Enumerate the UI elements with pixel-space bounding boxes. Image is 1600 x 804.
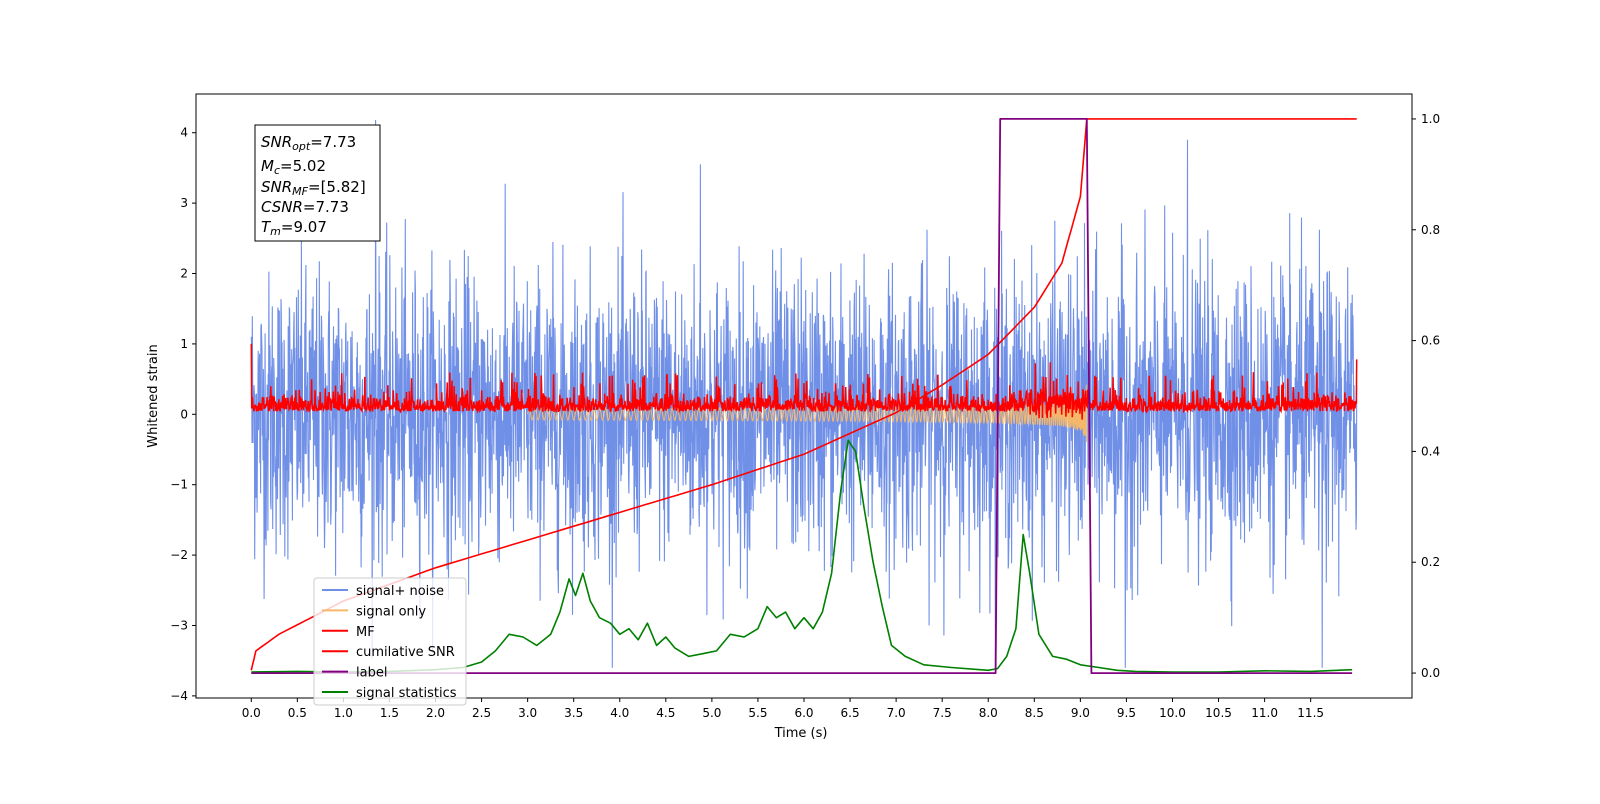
x-tick-label: 3.0 (518, 706, 537, 720)
y-tick-label-right: 0.0 (1421, 666, 1440, 680)
x-tick-label: 7.5 (933, 706, 952, 720)
x-tick-label: 5.5 (748, 706, 767, 720)
series-label (251, 118, 1353, 674)
y-axis-right: 1.0 0.8 0.6 0.4 0.2 0.0 (1412, 112, 1440, 680)
y-tick-label-left: 4 (180, 126, 188, 140)
legend-label: signal statistics (356, 686, 457, 701)
x-tick-label: 3.5 (564, 706, 583, 720)
info-snr-opt: SNRopt=7.73 (261, 133, 356, 153)
info-csnr: CSNR=7.73 (261, 198, 349, 216)
y-tick-label-right: 0.2 (1421, 555, 1440, 569)
y-axis-left: 4 3 2 1 0 −1 −2 −3 −4 (170, 126, 196, 703)
series-signal-only (527, 384, 1087, 443)
x-tick-label: 7.0 (887, 706, 906, 720)
x-tick-label: 8.5 (1025, 706, 1044, 720)
y-axis-label: Whitened strain (146, 344, 161, 447)
series-mf (250, 343, 1358, 420)
y-tick-label-left: −2 (170, 548, 188, 562)
x-tick-label: 1.5 (380, 706, 399, 720)
x-tick-label: 10.0 (1159, 706, 1186, 720)
x-tick-label: 6.5 (841, 706, 860, 720)
y-tick-label-left: 0 (180, 407, 188, 421)
y-tick-label-left: −1 (170, 478, 188, 492)
legend-label: cumilative SNR (356, 645, 455, 660)
info-box: SNRopt=7.73 Mc=5.02 SNRMF=[5.82] CSNR=7.… (254, 124, 381, 242)
x-tick-label: 6.0 (794, 706, 813, 720)
legend-label: signal only (356, 604, 426, 619)
x-tick-label: 4.0 (610, 706, 629, 720)
y-tick-label-right: 0.6 (1421, 334, 1440, 348)
x-tick-label: 9.0 (1071, 706, 1090, 720)
x-tick-label: 1.0 (334, 706, 353, 720)
y-tick-label-left: 3 (180, 196, 188, 210)
x-tick-label: 2.5 (472, 706, 491, 720)
x-tick-label: 5.0 (702, 706, 721, 720)
y-tick-label-right: 1.0 (1421, 112, 1440, 126)
legend-label: signal+ noise (356, 584, 444, 599)
x-tick-label: 0.0 (242, 706, 261, 720)
legend-label: MF (356, 625, 375, 640)
legend-frame (313, 577, 467, 706)
legend: signal+ noise signal only MF cumilative SNR… (313, 577, 467, 706)
info-box-frame (254, 124, 381, 242)
info-tm: Tm=9.07 (261, 218, 327, 238)
series-signal-statistics (251, 439, 1353, 673)
y-tick-label-left: −4 (170, 689, 188, 703)
y-tick-label-left: 2 (180, 267, 188, 281)
x-tick-label: 0.5 (288, 706, 307, 720)
y-tick-label-left: 1 (180, 337, 188, 351)
legend-label: label (356, 666, 387, 681)
y-tick-label-right: 0.8 (1421, 223, 1440, 237)
x-tick-label: 11.5 (1297, 706, 1324, 720)
x-axis: 0.0 0.5 1.0 1.5 2.0 2.5 3.0 3.5 4.0 4.5 5.0 5.5 6.0 6… (242, 698, 1324, 720)
x-tick-label: 11.0 (1251, 706, 1278, 720)
x-tick-label: 4.5 (656, 706, 675, 720)
x-tick-label: 10.5 (1205, 706, 1232, 720)
info-mc: Mc=5.02 (261, 157, 326, 177)
x-tick-label: 2.0 (426, 706, 445, 720)
y-tick-label-left: −3 (170, 618, 188, 632)
x-axis-label: Time (s) (774, 726, 828, 741)
x-tick-label: 8.0 (979, 706, 998, 720)
series-signal-noise (250, 119, 1358, 668)
x-tick-label: 9.5 (1117, 706, 1136, 720)
info-snr-mf: SNRMF=[5.82] (261, 178, 366, 198)
y-tick-label-right: 0.4 (1421, 444, 1440, 458)
